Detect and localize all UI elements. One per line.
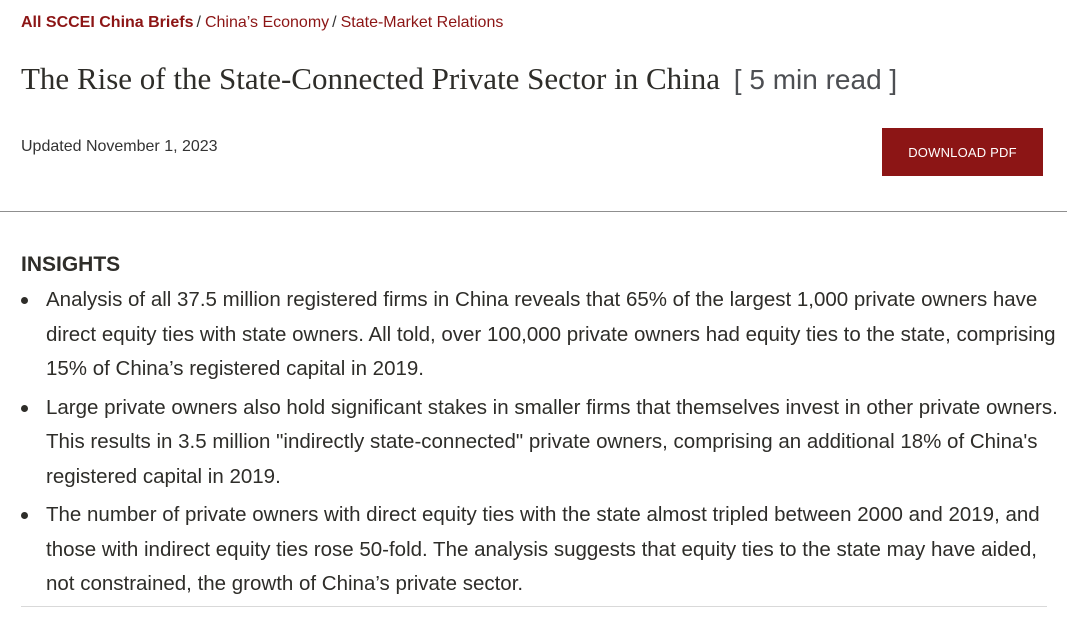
insights-list: Analysis of all 37.5 million registered … bbox=[21, 283, 1061, 606]
insights-bottom-divider bbox=[21, 606, 1047, 607]
page-title-text: The Rise of the State-Connected Private … bbox=[21, 61, 721, 96]
insight-text: The number of private owners with direct… bbox=[46, 503, 1040, 595]
updated-date: Updated November 1, 2023 bbox=[21, 138, 218, 155]
breadcrumb: All SCCEI China Briefs / China’s Economy / S… bbox=[21, 12, 503, 34]
bullet-icon bbox=[21, 512, 28, 519]
page-title: The Rise of the State-Connected Private … bbox=[21, 58, 897, 101]
bullet-icon bbox=[21, 297, 28, 304]
bullet-icon bbox=[21, 404, 28, 412]
insight-item: The number of private owners with direct… bbox=[21, 498, 1061, 602]
header-divider bbox=[0, 211, 1067, 212]
insight-item: Large private owners also hold significa… bbox=[21, 391, 1061, 495]
insights-heading: INSIGHTS bbox=[21, 253, 121, 276]
insight-item: Analysis of all 37.5 million registered … bbox=[21, 283, 1061, 387]
breadcrumb-link-chinas-economy[interactable]: China’s Economy bbox=[204, 14, 330, 31]
breadcrumb-separator: / bbox=[196, 14, 201, 31]
insight-text: Large private owners also hold significa… bbox=[46, 395, 1058, 488]
breadcrumb-link-state-market-relations[interactable]: State-Market Relations bbox=[340, 14, 504, 31]
read-time-label: [ 5 min read ] bbox=[733, 64, 898, 95]
insight-text: Analysis of all 37.5 million registered … bbox=[46, 288, 1056, 380]
download-pdf-button[interactable]: DOWNLOAD PDF bbox=[882, 128, 1043, 176]
breadcrumb-separator: / bbox=[332, 14, 337, 31]
breadcrumb-link-all-briefs[interactable]: All SCCEI China Briefs bbox=[21, 14, 194, 31]
